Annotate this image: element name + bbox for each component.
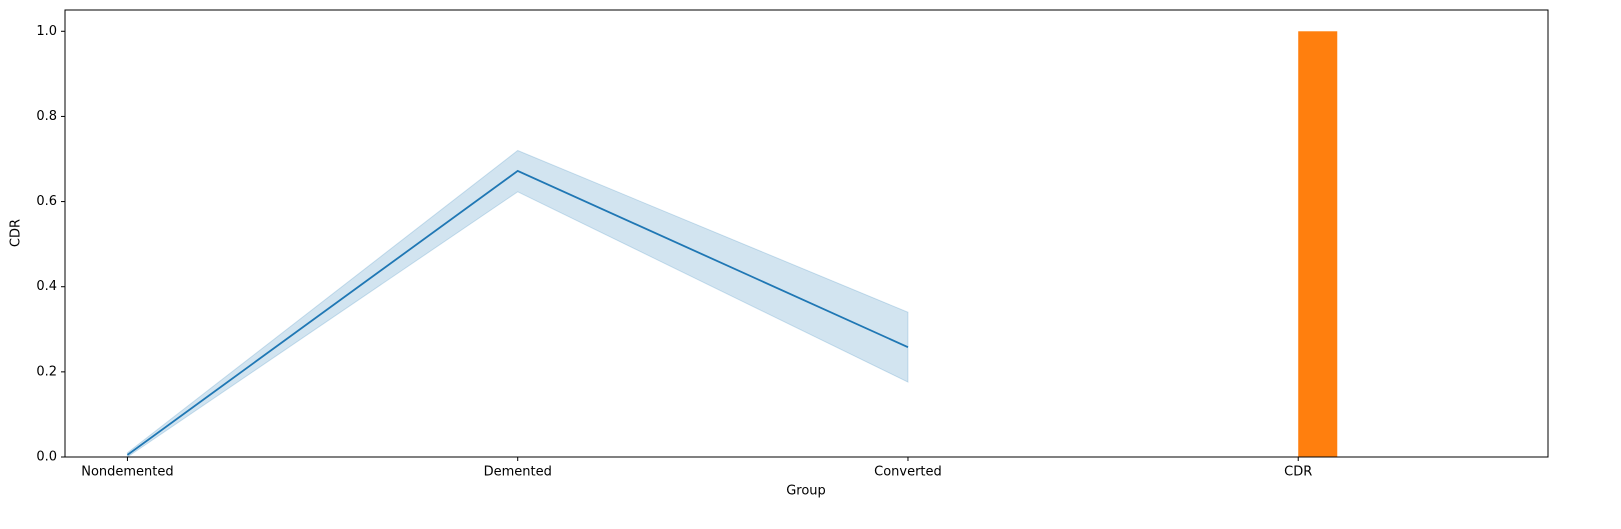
x-tick-label: CDR <box>1284 465 1312 480</box>
bar <box>1298 31 1338 458</box>
y-tick-label: 0.8 <box>36 109 57 124</box>
x-tick-label: Demented <box>484 465 552 480</box>
y-tick-label: 0.2 <box>36 364 57 379</box>
y-tick-label: 0.0 <box>36 450 57 465</box>
y-tick-label: 1.0 <box>36 24 57 39</box>
x-axis-label: Group <box>786 484 826 499</box>
y-tick-label: 0.6 <box>36 194 57 209</box>
x-tick-label: Converted <box>874 465 942 480</box>
x-tick-label: Nondemented <box>81 465 173 480</box>
y-axis-label: CDR <box>9 219 24 247</box>
confidence-band <box>126 149 909 458</box>
y-tick-label: 0.4 <box>36 279 57 294</box>
line <box>126 169 909 456</box>
plot-frame <box>64 9 1549 458</box>
